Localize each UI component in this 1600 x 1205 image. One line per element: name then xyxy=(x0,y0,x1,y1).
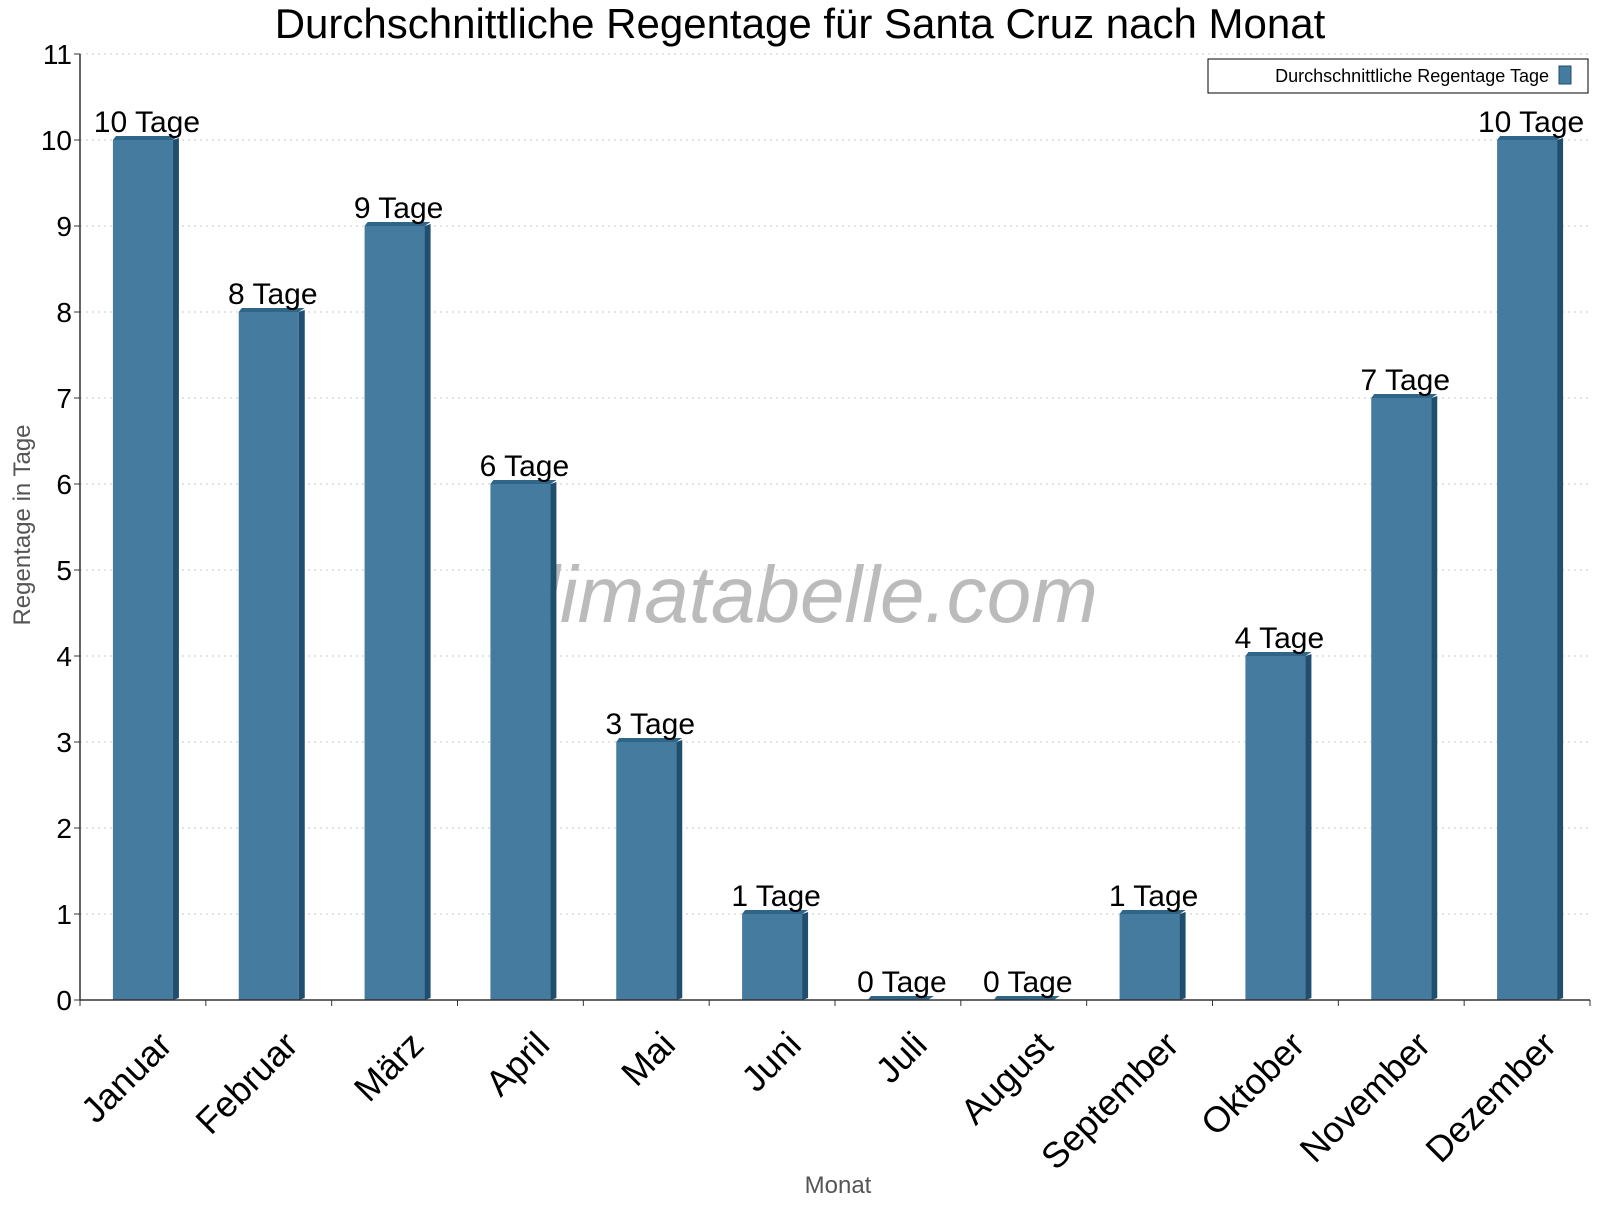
bar-top xyxy=(867,996,934,1000)
x-tick-label: Februar xyxy=(187,1024,305,1142)
bar-side xyxy=(172,138,179,1000)
x-tick-label: Oktober xyxy=(1193,1024,1313,1144)
bar-value-label: 0 Tage xyxy=(857,966,947,999)
bar-face xyxy=(742,914,803,1000)
bar-side xyxy=(676,740,683,1000)
bar-face xyxy=(238,312,299,1000)
y-tick-label: 6 xyxy=(56,469,72,500)
x-tick-label: August xyxy=(952,1024,1060,1132)
bar-value-label: 1 Tage xyxy=(731,880,821,913)
legend-box xyxy=(1207,58,1589,94)
bar-face xyxy=(364,226,425,1000)
y-tick-label: 2 xyxy=(56,813,72,844)
bar-side xyxy=(1305,654,1312,1000)
y-tick-label: 7 xyxy=(56,383,72,414)
y-tick-label: 8 xyxy=(56,297,72,328)
bar-side xyxy=(1431,396,1438,1000)
x-tick-label: Dezember xyxy=(1417,1024,1563,1170)
bar-value-label: 6 Tage xyxy=(480,450,570,483)
bar-side xyxy=(1179,912,1186,1000)
bar-side xyxy=(550,482,557,1000)
bar xyxy=(490,480,557,1000)
bar-top xyxy=(238,308,305,312)
bar xyxy=(112,136,179,1000)
bar-value-label: 7 Tage xyxy=(1360,364,1450,397)
legend: Durchschnittliche Regentage Tage xyxy=(1207,58,1589,94)
bar-face xyxy=(112,140,173,1000)
y-axis-label: Regentage in Tage xyxy=(9,424,36,625)
bar-top xyxy=(1497,136,1564,140)
x-tick-label: April xyxy=(477,1024,557,1104)
chart-title: Durchschnittliche Regentage für Santa Cr… xyxy=(275,0,1326,47)
bar xyxy=(867,996,934,1000)
bar-top xyxy=(112,136,179,140)
bar-face xyxy=(1371,398,1432,1000)
bar-value-label: 4 Tage xyxy=(1235,622,1325,655)
bar xyxy=(364,222,431,1000)
y-tick-label: 1 xyxy=(56,899,72,930)
bar-face xyxy=(1245,656,1306,1000)
x-tick-label: September xyxy=(1033,1024,1187,1178)
bar-top xyxy=(1245,652,1312,656)
y-tick-label: 4 xyxy=(56,641,72,672)
y-tick-label: 3 xyxy=(56,727,72,758)
x-tick-label: Januar xyxy=(73,1024,180,1131)
x-tick-label: November xyxy=(1292,1024,1438,1170)
bar-side xyxy=(802,912,809,1000)
x-tick-label: März xyxy=(346,1024,432,1110)
bar xyxy=(1497,136,1564,1000)
bar-value-label: 8 Tage xyxy=(228,278,318,311)
watermark-text: klimatabelle.com xyxy=(502,550,1098,639)
bar-top xyxy=(490,480,557,484)
bar xyxy=(993,996,1060,1000)
x-axis-label: Monat xyxy=(805,1172,872,1199)
bar-value-label: 3 Tage xyxy=(605,708,695,741)
bar-face xyxy=(616,742,677,1000)
data-labels: 10 Tage 8 Tage 9 Tage 6 Tage 3 Tage 1 Tage 0 T… xyxy=(94,106,1584,999)
bar-side xyxy=(298,310,305,1000)
bar-side xyxy=(1557,138,1564,1000)
legend-swatch xyxy=(1558,65,1572,85)
bar-value-label: 9 Tage xyxy=(354,192,444,225)
bar xyxy=(1371,394,1438,1000)
bar-top xyxy=(364,222,431,226)
bars xyxy=(112,136,1564,1000)
bar-value-label: 10 Tage xyxy=(94,106,200,139)
legend-label: Durchschnittliche Regentage Tage xyxy=(1275,66,1549,86)
bar-value-label: 0 Tage xyxy=(983,966,1073,999)
grid-lines xyxy=(80,53,1590,915)
bar-top xyxy=(1371,394,1438,398)
x-tick-label: Mai xyxy=(613,1024,683,1094)
y-tick-label: 0 xyxy=(56,985,72,1016)
bar-side xyxy=(424,224,431,1000)
bar xyxy=(616,738,683,1000)
bar-top xyxy=(616,738,683,742)
y-tick-label: 10 xyxy=(41,125,72,156)
x-tick-label: Juni xyxy=(733,1024,809,1100)
bar xyxy=(1245,652,1312,1000)
bar xyxy=(742,910,809,1000)
bar-value-label: 10 Tage xyxy=(1478,106,1584,139)
bar-face xyxy=(1497,140,1558,1000)
y-tick-label: 5 xyxy=(56,555,72,586)
bar-face xyxy=(490,484,551,1000)
bar-value-label: 1 Tage xyxy=(1109,880,1199,913)
x-tick-label: Juli xyxy=(867,1024,934,1091)
bar xyxy=(238,308,305,1000)
bar-top xyxy=(742,910,809,914)
y-tick-label: 11 xyxy=(43,39,72,70)
bar xyxy=(1119,910,1186,1000)
bar-top xyxy=(1119,910,1186,914)
y-tick-label: 9 xyxy=(56,211,72,242)
bar-top xyxy=(993,996,1060,1000)
bar-face xyxy=(1119,914,1180,1000)
